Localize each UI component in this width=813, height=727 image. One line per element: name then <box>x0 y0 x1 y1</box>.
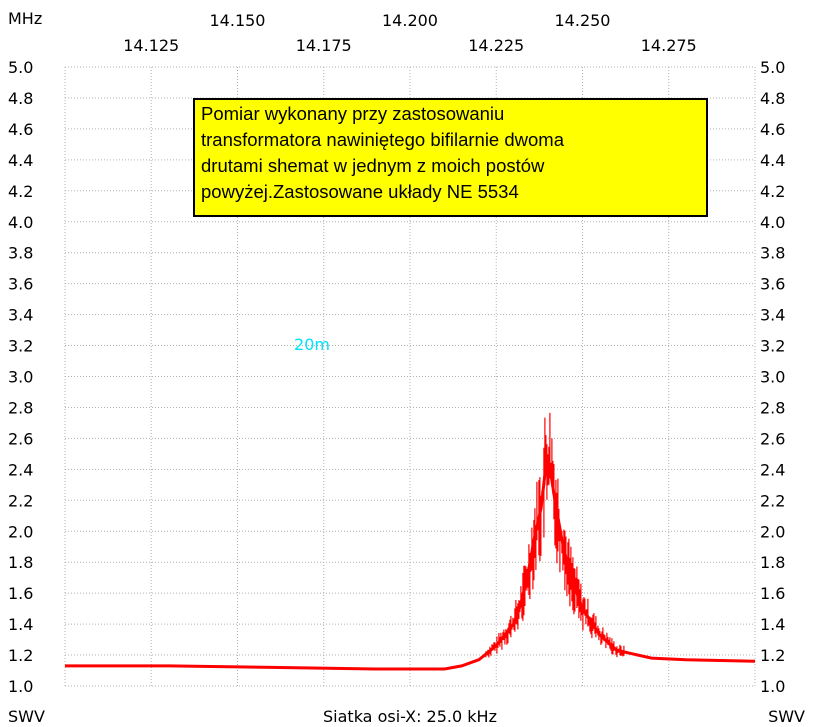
y-tick-label-right: 3.0 <box>760 368 785 387</box>
y-tick-label-left: 3.0 <box>8 368 33 387</box>
y-tick-label-left: 1.6 <box>8 584 33 603</box>
y-axis-left: 1.0 1.2 1.4 1.6 1.8 2.0 2.2 2.4 2.6 2.8 3.0 3.2 3.4 3… <box>8 58 33 696</box>
y-tick-label-left: 5.0 <box>8 58 33 77</box>
swr-trace-noise <box>485 412 625 658</box>
y-tick-label-left: 3.4 <box>8 306 33 325</box>
unit-label: MHz <box>8 9 42 28</box>
x-axis-ticks: 14.150 14.200 14.250 14.125 14.175 14.225 14.2… <box>123 11 696 55</box>
y-tick-label-right: 3.4 <box>760 306 785 325</box>
y-tick-label-left: 1.4 <box>8 615 33 634</box>
y-tick-label-right: 2.0 <box>760 522 785 541</box>
y-tick-label-left: 4.6 <box>8 120 33 139</box>
x-tick-label-upper: 14.200 <box>382 11 438 30</box>
y-tick-label-left: 2.8 <box>8 398 33 417</box>
x-tick-label-lower: 14.275 <box>641 36 697 55</box>
y-tick-label-right: 5.0 <box>760 58 785 77</box>
y-tick-label-left: 3.2 <box>8 337 33 356</box>
y-tick-label-right: 4.0 <box>760 213 785 232</box>
y-tick-label-right: 1.6 <box>760 584 785 603</box>
y-tick-label-right: 2.8 <box>760 398 785 417</box>
y-tick-label-right: 1.0 <box>760 677 785 696</box>
annotation-line: powyżej.Zastosowane układy NE 5534 <box>201 181 519 202</box>
annotation-box: Pomiar wykonany przy zastosowaniu transf… <box>193 98 708 217</box>
annotation-line: drutami shemat w jednym z moich postów <box>201 155 545 176</box>
y-tick-label-right: 4.6 <box>760 120 785 139</box>
y-axis-label-right: SWV <box>768 707 805 726</box>
y-tick-label-right: 4.8 <box>760 89 785 108</box>
y-tick-label-right: 3.6 <box>760 275 785 294</box>
y-tick-label-left: 2.6 <box>8 429 33 448</box>
y-tick-label-right: 1.8 <box>760 553 785 572</box>
y-tick-label-right: 4.4 <box>760 151 785 170</box>
y-tick-label-right: 2.6 <box>760 429 785 448</box>
y-tick-label-left: 4.8 <box>8 89 33 108</box>
x-tick-label-upper: 14.250 <box>555 11 611 30</box>
y-tick-label-left: 1.2 <box>8 646 33 665</box>
x-tick-label-lower: 14.125 <box>123 36 179 55</box>
y-tick-label-left: 2.2 <box>8 491 33 510</box>
x-tick-label-upper: 14.150 <box>210 11 266 30</box>
y-tick-label-left: 4.4 <box>8 151 33 170</box>
y-tick-label-left: 2.4 <box>8 460 33 479</box>
annotation-line: Pomiar wykonany przy zastosowaniu <box>201 103 505 124</box>
y-axis-right: 1.0 1.2 1.4 1.6 1.8 2.0 2.2 2.4 2.6 2.8 3.0 3.2 3.4 3… <box>760 58 785 696</box>
x-grid-caption: Siatka osi-X: 25.0 kHz <box>323 707 497 726</box>
swr-trace-jitter <box>485 412 625 658</box>
y-tick-label-left: 4.2 <box>8 182 33 201</box>
y-tick-label-right: 3.8 <box>760 244 785 263</box>
annotation-line: transformatora nawiniętego bifilarnie dw… <box>201 129 564 150</box>
y-tick-label-right: 3.2 <box>760 337 785 356</box>
y-tick-label-right: 2.2 <box>760 491 785 510</box>
y-tick-label-left: 1.0 <box>8 677 33 696</box>
y-tick-label-right: 2.4 <box>760 460 785 479</box>
x-tick-label-lower: 14.175 <box>296 36 352 55</box>
y-tick-label-left: 2.0 <box>8 522 33 541</box>
x-tick-label-lower: 14.225 <box>468 36 524 55</box>
y-tick-label-right: 1.4 <box>760 615 785 634</box>
y-tick-label-right: 1.2 <box>760 646 785 665</box>
y-tick-label-right: 4.2 <box>760 182 785 201</box>
y-tick-label-left: 3.6 <box>8 275 33 294</box>
y-tick-label-left: 4.0 <box>8 213 33 232</box>
y-axis-label-left: SWV <box>8 707 45 726</box>
band-label: 20m <box>294 335 330 354</box>
y-tick-label-left: 3.8 <box>8 244 33 263</box>
y-tick-label-left: 1.8 <box>8 553 33 572</box>
